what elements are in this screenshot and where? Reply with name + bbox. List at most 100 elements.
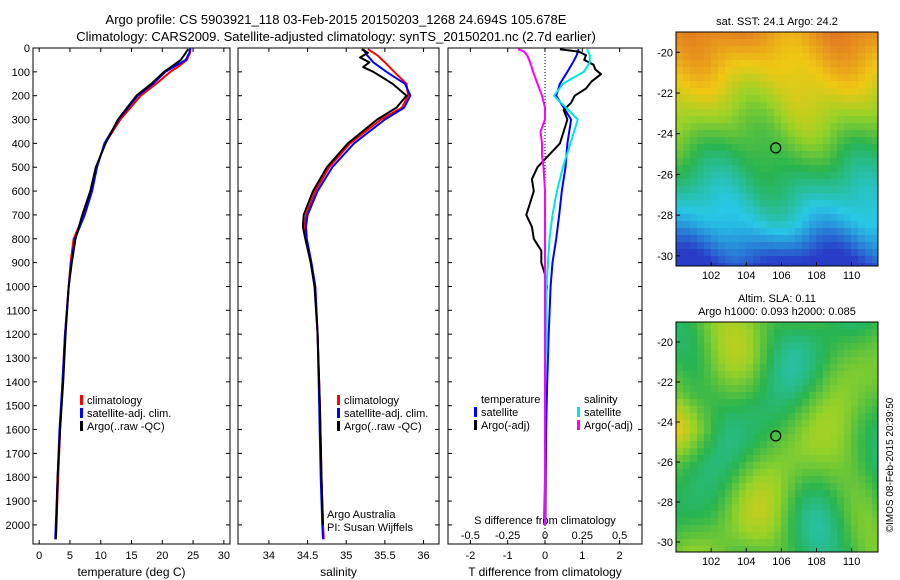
map-cell xyxy=(837,539,845,547)
map-cell xyxy=(767,221,775,229)
map-cell xyxy=(802,88,810,96)
map-cell xyxy=(711,95,719,103)
map-cell xyxy=(704,336,712,344)
map-cell xyxy=(802,186,810,194)
map-cell xyxy=(872,95,878,103)
map-cell xyxy=(788,392,796,400)
map-cell xyxy=(676,109,684,117)
map-cell xyxy=(816,186,824,194)
map-cell xyxy=(872,116,878,124)
map-cell xyxy=(746,413,754,421)
map-cell xyxy=(837,455,845,463)
map-cell xyxy=(753,186,761,194)
map-cell xyxy=(823,406,831,414)
map-cell xyxy=(851,256,859,264)
map-cell xyxy=(725,207,733,215)
map-cell xyxy=(788,525,796,533)
map-cell xyxy=(802,214,810,222)
map-cell xyxy=(683,200,691,208)
map-cell xyxy=(865,490,873,498)
map-cell xyxy=(865,469,873,477)
map-cell xyxy=(683,378,691,386)
map-cell xyxy=(718,39,726,47)
map-cell xyxy=(704,46,712,54)
map-cell xyxy=(872,343,878,351)
map-cell xyxy=(711,39,719,47)
map-cell xyxy=(704,102,712,110)
map-cell xyxy=(739,123,747,131)
map-cell xyxy=(858,32,866,40)
map-cell xyxy=(774,497,782,505)
map-cell xyxy=(690,441,698,449)
map-cell xyxy=(781,539,789,547)
map-cell xyxy=(760,46,768,54)
map-cell xyxy=(823,343,831,351)
legend-entry: Argo(-adj) xyxy=(584,420,633,432)
map-cell xyxy=(718,490,726,498)
map-cell xyxy=(816,455,824,463)
map-cell xyxy=(676,364,684,372)
map-cell xyxy=(697,350,705,358)
map-cell xyxy=(697,144,705,152)
map-cell xyxy=(837,518,845,526)
map-cell xyxy=(844,434,852,442)
map-cell xyxy=(683,385,691,393)
map-cell xyxy=(774,357,782,365)
map-cell xyxy=(704,420,712,428)
map-cell xyxy=(788,399,796,407)
map-cell xyxy=(746,123,754,131)
map-cell xyxy=(816,158,824,166)
map-cell xyxy=(823,263,831,266)
map-cell xyxy=(725,329,733,337)
map-cell xyxy=(844,263,852,266)
map-cell xyxy=(872,137,878,145)
map-cell xyxy=(851,165,859,173)
map-cell xyxy=(802,357,810,365)
map-cell xyxy=(865,343,873,351)
map-cell xyxy=(844,46,852,54)
map-cell xyxy=(760,378,768,386)
map-cell xyxy=(697,539,705,547)
map-cell xyxy=(732,144,740,152)
map-cell xyxy=(837,193,845,201)
map-cell xyxy=(711,60,719,68)
map-cell xyxy=(774,518,782,526)
map-cell xyxy=(683,434,691,442)
map-cell xyxy=(851,53,859,61)
map-cell xyxy=(781,371,789,379)
map-cell xyxy=(823,235,831,243)
map-cell xyxy=(872,483,878,491)
map-cell xyxy=(767,343,775,351)
map-cell xyxy=(732,357,740,365)
map-cell xyxy=(704,214,712,222)
map-cell xyxy=(739,242,747,250)
map-cell xyxy=(781,200,789,208)
map-cell xyxy=(697,95,705,103)
map-cell xyxy=(830,32,838,40)
map-cell xyxy=(809,434,817,442)
map-cell xyxy=(732,74,740,82)
map-cell xyxy=(865,172,873,180)
map-cell xyxy=(683,32,691,40)
map-cell xyxy=(767,483,775,491)
map-cell xyxy=(760,186,768,194)
lat-tick-label: -22 xyxy=(657,377,673,389)
map-cell xyxy=(837,207,845,215)
map-cell xyxy=(781,434,789,442)
map-cell xyxy=(732,53,740,61)
map-cell xyxy=(802,336,810,344)
map-cell xyxy=(858,263,866,266)
map-cell xyxy=(858,158,866,166)
map-cell xyxy=(809,476,817,484)
map-cell xyxy=(872,151,878,159)
map-cell xyxy=(844,483,852,491)
map-cell xyxy=(739,441,747,449)
legend-swatch xyxy=(80,421,83,431)
map-cell xyxy=(774,228,782,236)
map-cell xyxy=(711,207,719,215)
map-cell xyxy=(711,263,719,266)
lon-tick-label: 104 xyxy=(737,270,755,282)
map-cell xyxy=(732,371,740,379)
map-cell xyxy=(739,95,747,103)
map-cell xyxy=(851,546,859,552)
